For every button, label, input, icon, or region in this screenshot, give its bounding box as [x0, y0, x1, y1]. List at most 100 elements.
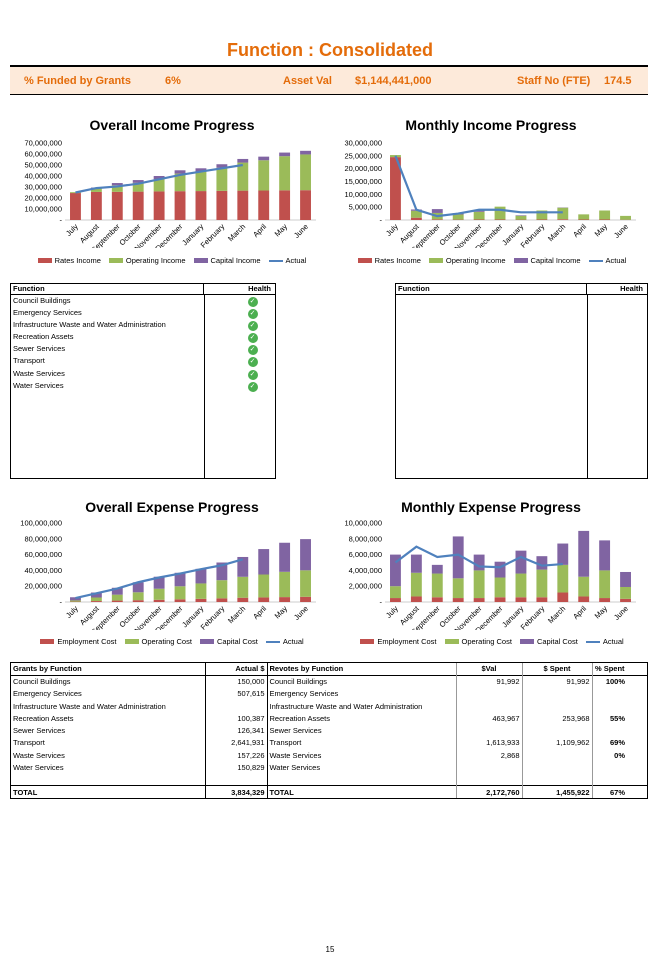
bar-segment — [90, 592, 102, 598]
chart-monthly-expense: 10,000,000 8,000,000 6,000,000 4,000,000 2,0… — [344, 519, 636, 630]
bar-segment — [515, 597, 527, 602]
bar-segment — [515, 550, 527, 574]
actual-line — [75, 163, 243, 194]
y-tick-label: 8,000,000 — [349, 534, 382, 543]
check-circle-icon: ✓ — [247, 309, 258, 320]
bar-segment — [174, 599, 186, 602]
legend-label: Capital Cost — [536, 637, 578, 646]
y-tick-label: 20,000,000 — [344, 164, 382, 173]
bar-segment — [153, 191, 165, 220]
y-tick-label: 20,000,000 — [24, 582, 62, 591]
table-cell: 2,641,931 — [205, 736, 268, 750]
bar-segment — [300, 539, 311, 571]
legend-label: Capital Cost — [216, 637, 258, 646]
funded-value: 6% — [165, 75, 181, 87]
table-cell — [267, 773, 457, 786]
bar-segment — [90, 601, 102, 602]
bar-segment — [578, 596, 590, 602]
bar-segment — [536, 219, 548, 220]
bar-segment — [216, 167, 228, 191]
legend-item: Actual — [268, 256, 306, 265]
legend-label: Actual — [602, 637, 624, 646]
bar-segment — [578, 530, 590, 577]
legend-label: Employment Cost — [57, 637, 117, 646]
table-cell — [522, 724, 593, 737]
y-tick-label: 2,000,000 — [349, 582, 382, 591]
bar-segment — [90, 191, 102, 220]
bar-segment — [431, 564, 443, 574]
table-cell: Actual $ — [205, 663, 268, 676]
table-cell — [522, 699, 593, 713]
bar-segment — [70, 193, 81, 220]
check-circle-icon: ✓ — [247, 333, 258, 344]
bar-segment — [599, 210, 611, 220]
x-tick-label: April — [251, 222, 268, 239]
table-cell: Waste Services — [11, 749, 206, 762]
table-cell: 150,829 — [205, 761, 268, 774]
bar-segment — [536, 210, 548, 220]
table-cell: Sewer Services — [267, 724, 457, 737]
table-cell: 69% — [609, 738, 625, 748]
bar-segment — [132, 600, 144, 602]
table-cell: TOTAL — [11, 785, 206, 799]
bar-segment — [174, 173, 186, 192]
bar-segment — [599, 570, 611, 599]
health-status: ✓ — [204, 343, 275, 356]
bar-segment — [216, 580, 228, 599]
bar-segment — [216, 598, 228, 602]
bar-segment — [279, 542, 291, 572]
bar-segment — [237, 597, 249, 602]
legend-label: Rates Income — [54, 256, 101, 265]
table-cell: Emergency Services — [267, 687, 457, 700]
actual-line — [75, 558, 244, 600]
table-cell: $ Spent — [522, 663, 593, 676]
health-status: ✓ — [204, 380, 275, 392]
bar-segment — [578, 214, 590, 220]
table-cell: 2,868 — [456, 749, 523, 762]
x-tick-label: March — [226, 604, 247, 625]
bar-segment — [557, 207, 569, 220]
y-tick-label: 25,000,000 — [344, 151, 382, 160]
health-status: ✓ — [204, 319, 275, 332]
bar-segment — [599, 598, 611, 602]
bar-segment — [90, 188, 102, 192]
x-tick-label: July — [64, 222, 80, 238]
table-cell: Recreation Assets — [267, 712, 457, 725]
bar-segment — [70, 597, 81, 601]
bar-segment — [578, 576, 590, 597]
health-rows: Council Buildings ✓ Emergency Services ✓ Inf… — [11, 295, 275, 479]
check-circle-icon: ✓ — [247, 381, 258, 392]
table-cell: Transport — [267, 736, 457, 750]
bar-segment — [174, 170, 186, 174]
bar-segment — [132, 180, 144, 183]
table-row: Council Buildings 150,000 Council Building… — [11, 675, 647, 688]
page-number: 15 — [325, 945, 335, 954]
table-cell: 2,172,760 — [456, 785, 523, 799]
y-tick-label: - — [60, 216, 63, 225]
bar-segment — [174, 572, 186, 587]
table-cell: 100,387 — [205, 712, 268, 725]
table-cell: 1,613,933 — [456, 736, 523, 750]
bar-segment — [300, 190, 311, 220]
y-tick-label: - — [380, 598, 383, 607]
bar-segment — [473, 211, 485, 220]
table-cell — [592, 724, 647, 736]
y-tick-label: - — [60, 598, 63, 607]
x-tick-label: February — [519, 222, 547, 248]
table-cell: 91,992 — [522, 675, 593, 688]
y-tick-label: 20,000,000 — [24, 194, 62, 203]
health-col-function: Function — [11, 284, 204, 294]
legend-item: Rates Income — [37, 256, 101, 265]
y-tick-label: 10,000,000 — [24, 205, 62, 214]
grants-revotes-table: Grants by Function Actual $ Revotes by Fun… — [10, 662, 648, 800]
bar-segment — [515, 573, 527, 598]
table-cell: 91,992 — [456, 675, 523, 688]
bar-segment — [620, 586, 631, 599]
bar-segment — [410, 210, 422, 218]
bar-segment — [153, 588, 165, 600]
bar-segment — [557, 543, 569, 565]
legend-item: Operating Cost — [444, 637, 512, 646]
bar-segment — [153, 599, 165, 602]
chart-overall-expense: 100,000,000 80,000,000 60,000,000 40,000,00… — [20, 519, 316, 630]
bar-segment — [70, 600, 81, 602]
